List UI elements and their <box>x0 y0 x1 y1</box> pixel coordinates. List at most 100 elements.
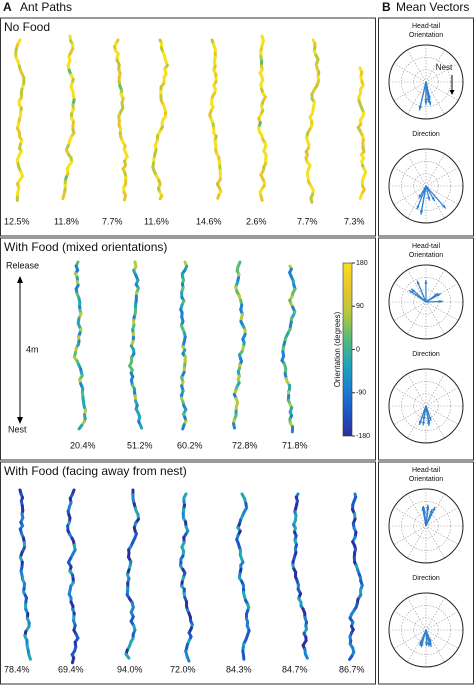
scale-length: 4m <box>26 344 39 354</box>
ant-path <box>280 264 297 434</box>
percentage: 2.6% <box>246 216 267 226</box>
ant-path <box>151 38 169 201</box>
polar-title: Orientation <box>409 252 443 259</box>
path-segment <box>124 652 131 660</box>
panel-title: Ant Paths <box>20 0 72 14</box>
path-segment <box>181 423 186 431</box>
vector-head <box>442 204 446 209</box>
colorbar-label: Orientation (degrees) <box>333 311 342 387</box>
ant-path <box>128 260 144 430</box>
ant-path <box>304 38 321 204</box>
percentage: 78.4% <box>4 664 30 674</box>
vector-head <box>422 421 426 426</box>
vector-head <box>439 299 444 304</box>
mean-vector <box>420 185 427 215</box>
path-segment <box>61 192 66 201</box>
mean-vector <box>416 280 427 303</box>
percentage: 11.8% <box>54 216 79 226</box>
ant-path <box>179 260 189 431</box>
percentage: 7.7% <box>297 216 318 226</box>
polar-title: Direction <box>412 575 440 582</box>
vector-head <box>418 194 422 199</box>
path-segment <box>138 423 144 430</box>
arrow-head <box>17 417 23 424</box>
percentage: 60.2% <box>177 440 203 450</box>
path-segment <box>216 193 221 200</box>
ant-path <box>18 488 32 661</box>
polar-title: Head-tail <box>412 243 440 250</box>
polar-title: Orientation <box>409 476 443 483</box>
percentage: 94.0% <box>117 664 143 674</box>
path-segment <box>158 194 164 201</box>
ant-path <box>257 34 268 202</box>
path-segment <box>348 654 354 661</box>
path-segment <box>77 423 84 431</box>
polar-title: Orientation <box>409 32 443 39</box>
vector-head <box>419 641 423 646</box>
vector-head <box>420 210 424 215</box>
percentage: 7.3% <box>344 216 365 226</box>
vector-head <box>426 506 430 510</box>
path-segment <box>122 193 128 202</box>
vector-head <box>429 509 433 514</box>
percentage: 72.8% <box>232 440 258 450</box>
vector-head <box>424 101 428 105</box>
polar-title: Head-tail <box>412 467 440 474</box>
vector-head <box>418 106 422 111</box>
ant-path <box>235 492 251 661</box>
colorbar-tick-label: -180 <box>356 433 370 440</box>
colorbar <box>342 262 353 437</box>
percentage: 20.4% <box>70 440 96 450</box>
percentage: 69.4% <box>58 664 84 674</box>
mean-vector <box>425 185 447 209</box>
percentage: 7.7% <box>102 216 123 226</box>
panel-box <box>0 461 376 685</box>
mean-vector <box>416 185 427 210</box>
panel-letter: B <box>382 0 391 14</box>
vector-head <box>426 422 431 426</box>
vector-head <box>420 643 424 648</box>
ant-path <box>72 260 88 431</box>
vector-head <box>419 420 422 425</box>
ant-path <box>232 260 247 430</box>
vector-head <box>434 293 439 297</box>
ant-path <box>113 38 129 202</box>
colorbar-tick-label: 90 <box>356 303 364 310</box>
percentage: 84.3% <box>226 664 252 674</box>
vector-head <box>426 642 431 647</box>
ant-path <box>124 488 140 660</box>
vector-head <box>431 197 435 202</box>
nest-label: Nest <box>436 63 453 72</box>
row-title: With Food (facing away from nest) <box>4 464 187 478</box>
vector-head <box>416 205 420 210</box>
percentage: 72.0% <box>170 664 196 674</box>
vector-head <box>428 638 432 643</box>
vector-head <box>426 98 430 103</box>
colorbar-tick-label: -90 <box>356 390 366 397</box>
row-title: With Food (mixed orientations) <box>4 240 167 254</box>
scale-bottom: Nest <box>8 424 27 434</box>
percentage: 86.7% <box>339 664 365 674</box>
ant-path <box>61 34 76 201</box>
path-segment <box>358 192 364 200</box>
mean-vector <box>418 81 427 111</box>
scale-top: Release <box>6 260 39 270</box>
vector-head <box>424 280 428 284</box>
arrow-head <box>17 276 23 283</box>
vector-head <box>424 642 429 647</box>
vector-head <box>422 509 427 513</box>
percentage: 51.2% <box>127 440 153 450</box>
row-title: No Food <box>4 20 50 34</box>
vector-head <box>422 416 426 421</box>
path-segment <box>309 196 314 204</box>
colorbar-tick-label: 180 <box>356 260 368 267</box>
percentage: 84.7% <box>282 664 308 674</box>
ant-path <box>208 38 223 200</box>
panel-letter: A <box>3 0 12 14</box>
path-segment <box>303 652 309 660</box>
percentage: 11.6% <box>144 216 169 226</box>
vector-head <box>427 196 431 201</box>
vector-head <box>432 506 436 511</box>
vector-head <box>411 288 416 293</box>
